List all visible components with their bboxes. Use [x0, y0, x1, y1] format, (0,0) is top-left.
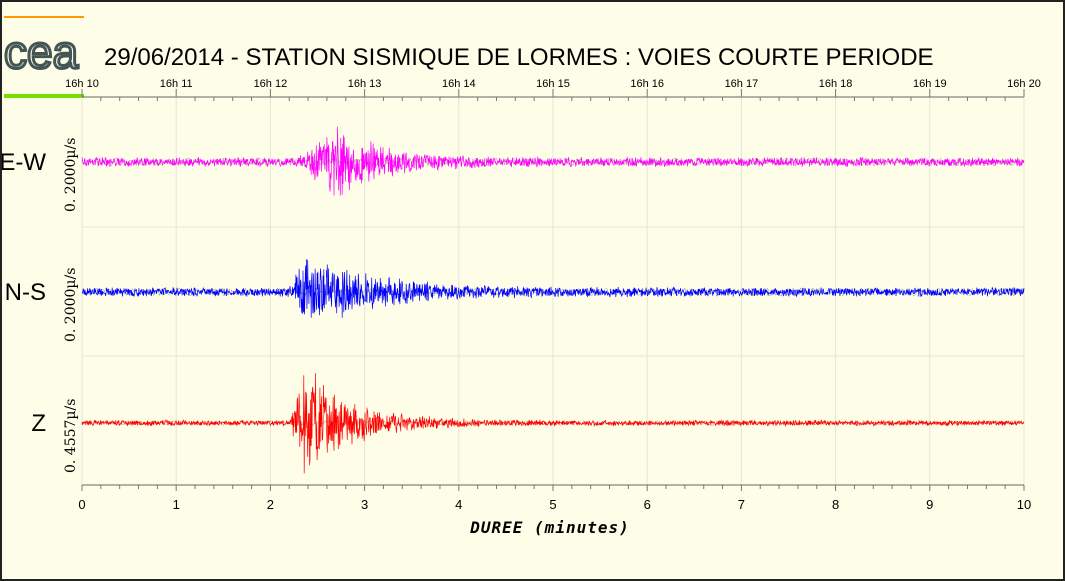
channel-scale: 0. 2000µ/s: [63, 138, 79, 212]
duration-tick-label: 0: [78, 497, 85, 512]
channel-labels: E-W 0. 2000µ/s N-S 0. 2000µ/s Z 0. 4557µ/s: [2, 138, 79, 473]
time-tick-label: 16h 14: [442, 78, 476, 90]
duration-tick-label: 5: [549, 497, 556, 512]
duration-tick-label: 8: [832, 497, 839, 512]
traces: [81, 126, 1025, 474]
channel-scale: 0. 2000µ/s: [63, 268, 79, 342]
duration-tick-label: 2: [267, 497, 274, 512]
time-tick-label: 16h 11: [160, 78, 193, 90]
channel-scale: 0. 4557µ/s: [63, 399, 79, 473]
duration-tick-label: 3: [361, 497, 368, 512]
trace-N-S: [81, 259, 1025, 318]
time-tick-label: 16h 19: [913, 78, 947, 90]
time-tick-label: 16h 20: [1007, 78, 1041, 90]
channel-label: N-S: [5, 279, 46, 306]
x-axis-label: DUREE (minutes): [469, 518, 630, 537]
channel-label: E-W: [2, 149, 46, 176]
logo-bottom-bar: [4, 94, 84, 98]
duration-tick-label: 4: [455, 497, 462, 512]
duration-tick-label: 7: [738, 497, 745, 512]
time-axis: 16h 10 16h 11 16h 12 16h 13 16h 14 16h 15 16h …: [65, 78, 1041, 101]
time-tick-label: 16h 10: [65, 78, 99, 90]
time-tick-label: 16h 16: [630, 78, 664, 90]
duration-tick-label: 6: [644, 497, 651, 512]
time-tick-label: 16h 12: [254, 78, 288, 90]
time-tick-label: 16h 18: [819, 78, 853, 90]
time-tick-label: 16h 17: [725, 78, 759, 90]
chart-title: 29/06/2014 - STATION SISMIQUE DE LORMES …: [104, 44, 934, 71]
cea-logo: cea: [3, 16, 84, 98]
channel-label: Z: [31, 410, 46, 437]
duration-tick-label: 1: [173, 497, 180, 512]
duration-axis: 0 1 2 3 4 5 6 7 8 9 10: [78, 484, 1031, 512]
trace-E-W: [81, 126, 1025, 196]
trace-Z: [81, 373, 1025, 474]
logo-text: cea: [4, 26, 79, 78]
time-tick-label: 16h 15: [536, 78, 570, 90]
time-tick-label: 16h 13: [348, 78, 382, 90]
duration-tick-label: 10: [1017, 497, 1031, 512]
duration-tick-label: 9: [926, 497, 933, 512]
logo-top-bar: [4, 16, 84, 18]
